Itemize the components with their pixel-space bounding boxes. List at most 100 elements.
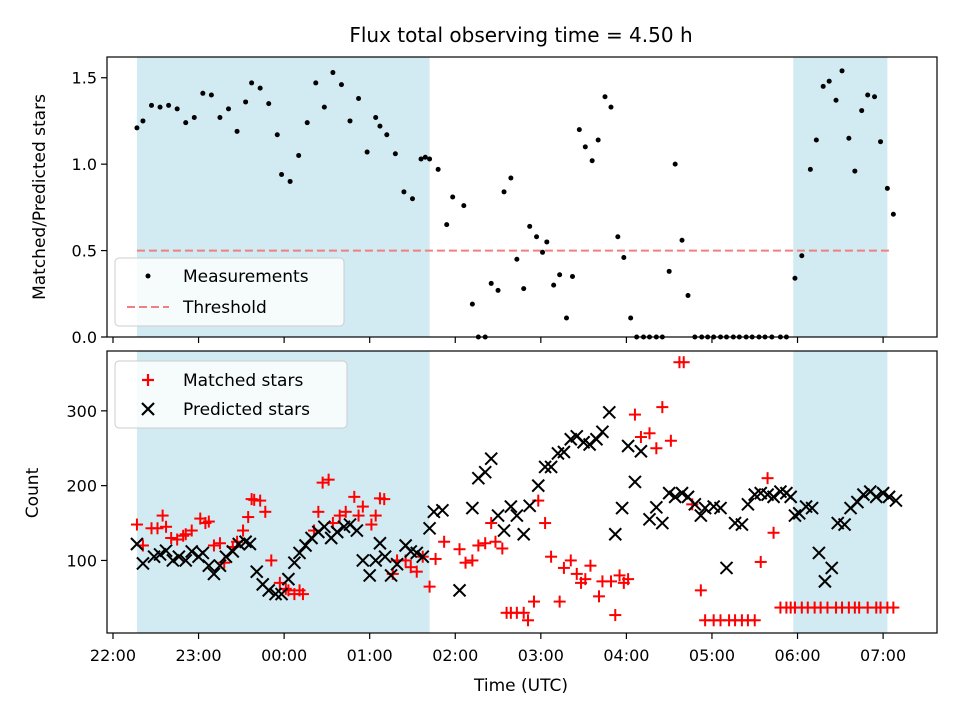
matched-point — [453, 543, 466, 556]
predicted-point — [783, 490, 798, 504]
matched-point — [202, 515, 215, 528]
matched-point — [348, 490, 361, 503]
predicted-point — [238, 535, 253, 549]
predicted-point — [410, 546, 424, 560]
predicted-point — [531, 478, 545, 493]
matched-point — [628, 408, 641, 421]
matched-point — [177, 529, 190, 542]
measurement-point — [508, 175, 514, 181]
measurement-point — [296, 153, 302, 159]
measurement-point — [621, 254, 627, 260]
predicted-point-b — [783, 490, 798, 504]
measurement-point — [679, 237, 685, 243]
predicted-point-b — [668, 490, 682, 504]
predicted-point — [662, 486, 676, 500]
predicted-point — [185, 544, 199, 559]
matched-point — [316, 476, 329, 489]
measurement-point — [685, 293, 691, 299]
measurement-point — [364, 149, 370, 155]
predicted-point-b — [818, 574, 832, 589]
matched-point — [767, 526, 780, 539]
measurement-point — [234, 128, 240, 134]
predicted-point-b — [219, 549, 233, 564]
measurement-point — [488, 280, 494, 286]
predicted-point-b — [766, 490, 781, 504]
measurement-point — [595, 137, 601, 143]
predicted-point — [159, 544, 173, 558]
predicted-point — [262, 583, 276, 598]
predicted-point-b — [317, 520, 332, 534]
predicted-point-b — [788, 508, 802, 523]
predicted-point — [634, 444, 648, 458]
measurement-point — [148, 102, 154, 108]
predicted-point — [298, 538, 313, 553]
matched-point — [207, 539, 220, 552]
predicted-point — [788, 508, 802, 523]
measurement-point — [495, 287, 501, 293]
measurement-point — [884, 185, 890, 191]
bottom-y-tick-label: 200 — [66, 477, 97, 496]
predicted-point — [882, 490, 896, 504]
predicted-point — [378, 549, 392, 564]
predicted-point — [544, 460, 558, 474]
predicted-point — [243, 537, 257, 551]
bottom-y-label: Count — [23, 467, 43, 518]
predicted-point — [497, 523, 511, 538]
predicted-point — [362, 568, 377, 583]
predicted-point — [655, 516, 670, 530]
matched-point — [185, 524, 198, 537]
matched-point — [527, 595, 540, 608]
legend-threshold-label: Threshold — [182, 298, 267, 318]
predicted-point — [384, 568, 398, 583]
measurement-point — [409, 196, 415, 202]
predicted-point — [668, 490, 682, 504]
predicted-point — [368, 553, 383, 568]
measurement-point — [166, 102, 172, 108]
matched-point — [496, 542, 509, 555]
matched-point — [213, 537, 226, 550]
predicted-point — [390, 557, 404, 571]
predicted-point — [589, 432, 604, 446]
measurement-point — [826, 78, 832, 84]
matched-point — [259, 505, 272, 518]
predicted-point — [688, 497, 702, 512]
predicted-point — [153, 547, 167, 562]
predicted-point-b — [298, 538, 313, 553]
predicted-point — [213, 558, 227, 573]
predicted-point — [766, 490, 781, 504]
predicted-point-b — [185, 544, 199, 559]
predicted-point-b — [706, 499, 721, 514]
predicted-point — [818, 574, 832, 589]
measurement-point — [820, 83, 826, 89]
predicted-point — [219, 549, 233, 564]
predicted-point-b — [850, 495, 865, 509]
predicted-point — [452, 583, 467, 598]
predicted-point — [136, 556, 150, 571]
measurement-point — [569, 274, 575, 280]
predicted-point-b — [688, 497, 702, 512]
matched-point — [479, 537, 492, 550]
predicted-point — [649, 500, 664, 515]
measurement-point — [534, 234, 540, 240]
matched-point — [622, 573, 635, 586]
measurement-point — [373, 114, 379, 120]
predicted-point-b — [404, 544, 418, 559]
predicted-point-b — [557, 445, 571, 459]
bottom-shade-2 — [793, 351, 888, 633]
measurement-point — [799, 253, 805, 259]
measurement-point — [666, 268, 672, 274]
predicted-point — [287, 555, 302, 570]
measurement-point — [444, 222, 450, 228]
measurement-point — [846, 135, 852, 141]
predicted-point — [837, 517, 852, 532]
predicted-point-b — [378, 549, 392, 564]
predicted-point — [202, 558, 216, 573]
matched-point — [312, 505, 325, 518]
top-legend: Measurements Threshold — [114, 257, 345, 327]
matched-point — [429, 552, 442, 565]
matched-point — [694, 584, 707, 597]
predicted-point-b — [416, 549, 430, 564]
predicted-point-b — [292, 546, 307, 560]
chart-title: Flux total observing time = 4.50 h — [349, 23, 692, 47]
